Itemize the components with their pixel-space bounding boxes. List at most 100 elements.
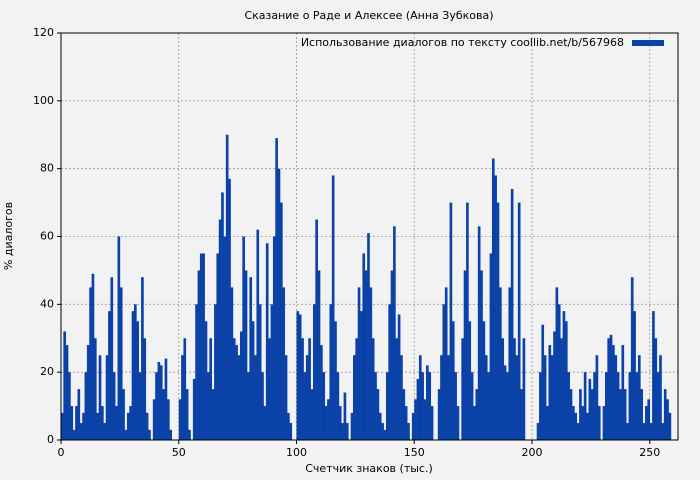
bar bbox=[277, 168, 281, 440]
bar bbox=[463, 270, 467, 440]
bar bbox=[364, 270, 368, 440]
bar bbox=[159, 365, 163, 440]
bar bbox=[569, 389, 573, 440]
bar bbox=[489, 253, 493, 440]
bar bbox=[499, 287, 502, 440]
bar bbox=[138, 372, 142, 440]
bar bbox=[103, 423, 107, 440]
bar bbox=[546, 406, 549, 440]
bar bbox=[345, 423, 349, 440]
bar bbox=[282, 287, 286, 440]
bar bbox=[178, 399, 182, 440]
bar bbox=[461, 338, 464, 440]
bar bbox=[338, 406, 342, 440]
bar bbox=[444, 287, 448, 440]
legend-label: Использование диалогов по тексту coollib… bbox=[301, 36, 624, 49]
bar bbox=[145, 412, 149, 440]
bar bbox=[315, 219, 318, 440]
bar bbox=[287, 412, 290, 440]
bar bbox=[136, 321, 140, 440]
bar bbox=[456, 406, 460, 440]
bar bbox=[640, 389, 643, 440]
bar bbox=[652, 311, 655, 440]
bar bbox=[164, 358, 168, 440]
bar bbox=[597, 406, 601, 440]
bar bbox=[129, 406, 132, 440]
bar bbox=[296, 311, 300, 440]
bar bbox=[437, 389, 441, 440]
bar bbox=[562, 311, 566, 440]
bar bbox=[590, 389, 594, 440]
bar bbox=[614, 355, 618, 440]
bar bbox=[491, 158, 495, 440]
bar bbox=[93, 338, 97, 440]
bar bbox=[574, 412, 578, 440]
bar bbox=[148, 429, 151, 440]
bar bbox=[473, 406, 476, 440]
bar bbox=[336, 372, 340, 440]
bar bbox=[630, 277, 634, 440]
bar bbox=[242, 236, 245, 440]
bar bbox=[397, 314, 401, 440]
bar bbox=[68, 372, 71, 440]
bar bbox=[642, 423, 646, 440]
bar bbox=[449, 202, 453, 440]
bar bbox=[312, 304, 316, 440]
bar bbox=[520, 389, 523, 440]
legend-swatch bbox=[632, 40, 664, 46]
bar bbox=[522, 338, 526, 440]
bar bbox=[155, 372, 158, 440]
bar bbox=[633, 311, 636, 440]
bar bbox=[110, 277, 114, 440]
bar bbox=[268, 338, 271, 440]
bar bbox=[659, 355, 662, 440]
bar bbox=[119, 287, 123, 440]
bar bbox=[645, 406, 648, 440]
bar bbox=[197, 270, 201, 440]
bar bbox=[564, 321, 568, 440]
bar bbox=[230, 287, 234, 440]
bar bbox=[162, 389, 165, 440]
bar bbox=[583, 372, 587, 440]
bar bbox=[576, 423, 580, 440]
bar bbox=[378, 412, 382, 440]
bar bbox=[317, 270, 321, 440]
bar bbox=[612, 345, 615, 440]
bar bbox=[157, 361, 161, 440]
bar bbox=[289, 423, 293, 440]
bar bbox=[543, 355, 547, 440]
bar bbox=[430, 406, 434, 440]
bar bbox=[185, 389, 189, 440]
x-tick-label: 150 bbox=[404, 446, 425, 459]
bar bbox=[548, 345, 552, 440]
bar bbox=[647, 399, 651, 440]
bar bbox=[376, 389, 380, 440]
bar bbox=[539, 372, 542, 440]
bar bbox=[108, 311, 111, 440]
bar bbox=[86, 345, 90, 440]
bar bbox=[513, 338, 516, 440]
bar bbox=[411, 412, 415, 440]
bar bbox=[70, 406, 74, 440]
bar bbox=[607, 338, 611, 440]
bar bbox=[63, 331, 67, 440]
bar bbox=[381, 423, 384, 440]
bar bbox=[117, 236, 121, 440]
bar bbox=[166, 399, 170, 440]
x-axis-label: Счетчик знаков (тыс.) bbox=[305, 462, 433, 475]
bar bbox=[510, 189, 514, 440]
bar bbox=[360, 311, 363, 440]
bar bbox=[237, 355, 241, 440]
bar bbox=[482, 321, 486, 440]
bar bbox=[426, 365, 429, 440]
y-tick-label: 100 bbox=[33, 94, 54, 107]
bar bbox=[310, 389, 314, 440]
bar bbox=[390, 270, 394, 440]
bar bbox=[572, 406, 575, 440]
bar bbox=[442, 304, 446, 440]
bar bbox=[579, 389, 582, 440]
bar bbox=[258, 304, 262, 440]
bar bbox=[244, 270, 248, 440]
bar bbox=[221, 192, 224, 440]
bar bbox=[183, 338, 187, 440]
